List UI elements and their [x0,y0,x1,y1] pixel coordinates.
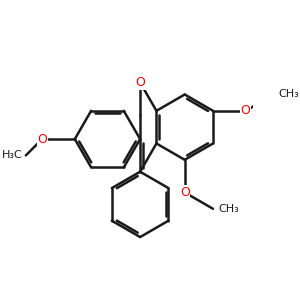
Text: CH₃: CH₃ [279,89,300,100]
Text: O: O [180,186,190,199]
Text: O: O [37,133,47,146]
Text: O: O [135,76,145,89]
Text: O: O [241,104,250,117]
Text: H₃C: H₃C [2,150,22,161]
Text: CH₃: CH₃ [218,204,238,214]
